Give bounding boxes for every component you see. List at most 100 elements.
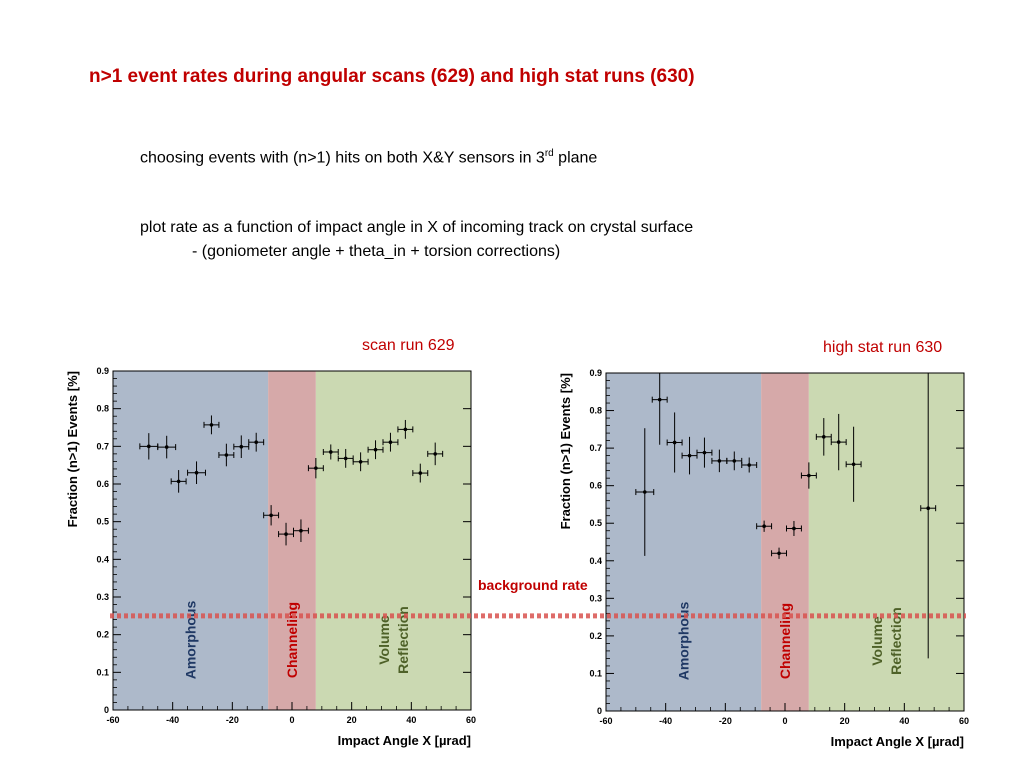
data-point: [139, 433, 159, 460]
data-marker: [328, 450, 333, 454]
data-point: [830, 413, 847, 471]
y-axis-label: Fraction (n>1) Events [%]: [558, 373, 573, 529]
data-marker: [762, 524, 766, 529]
y-tick-label: 0.5: [96, 517, 109, 527]
data-point: [322, 444, 339, 460]
data-marker: [777, 551, 781, 556]
x-tick-label: -20: [226, 715, 239, 725]
region-channeling: [761, 373, 809, 711]
data-point: [845, 426, 862, 502]
x-axis-label: Impact Angle X [µrad]: [338, 733, 471, 748]
data-point: [696, 437, 713, 468]
y-tick-label: 0.2: [96, 630, 109, 640]
y-tick-label: 0.1: [589, 668, 602, 678]
x-tick-label: -60: [106, 715, 119, 725]
data-point: [278, 522, 294, 546]
data-point: [382, 432, 399, 452]
data-point: [263, 505, 280, 526]
data-marker: [269, 513, 273, 518]
x-tick-label: 20: [347, 715, 357, 725]
region-label-amorphous: Amorphous: [676, 602, 692, 681]
bullet-selection: choosing events with (n>1) hits on both …: [140, 148, 597, 167]
y-tick-label: 0.4: [589, 556, 602, 566]
region-label-channeling: Channeling: [284, 602, 300, 678]
data-point: [352, 452, 369, 472]
chart-high-stat-run-630: Amorphous Channeling Volume Reflection 0 0.1 0…: [558, 368, 969, 749]
data-point: [397, 419, 414, 439]
x-tick-label: -60: [599, 716, 612, 726]
data-marker: [224, 453, 229, 457]
data-point: [771, 547, 787, 559]
region-label-volume-reflection: Volume: [376, 615, 392, 665]
data-point: [337, 448, 354, 468]
y-tick-label: 0.6: [589, 481, 602, 491]
data-marker: [403, 427, 408, 432]
data-point: [666, 412, 683, 473]
data-marker: [702, 450, 707, 455]
y-tick-label: 0.5: [589, 518, 602, 528]
data-marker: [418, 471, 423, 475]
data-marker: [358, 459, 363, 464]
data-marker: [299, 528, 303, 533]
x-tick-label: 40: [899, 716, 909, 726]
y-axis-label: Fraction (n>1) Events [%]: [65, 371, 80, 527]
region-label-volume-reflection: Volume: [869, 616, 885, 666]
bullet-selection-end: plane: [553, 149, 598, 167]
data-point: [157, 435, 177, 459]
x-tick-label: -40: [166, 715, 179, 725]
region-label-channeling: Channeling: [777, 603, 793, 679]
data-marker: [284, 532, 288, 536]
data-point: [187, 461, 206, 484]
data-marker: [807, 473, 811, 478]
data-marker: [732, 459, 737, 463]
data-point: [800, 462, 817, 489]
background-rate-label: background rate: [478, 577, 588, 593]
data-marker: [254, 440, 258, 444]
data-point: [920, 373, 937, 659]
y-tick-label: 0.8: [96, 404, 109, 414]
data-point: [233, 435, 250, 459]
chart-scan-run-629: Amorphous Channeling Volume Reflection 0 0.1 0…: [65, 366, 476, 748]
data-marker: [851, 462, 856, 467]
y-tick-label: 0.1: [96, 667, 109, 677]
data-marker: [717, 459, 722, 463]
chart-caption-629: scan run 629: [362, 337, 455, 354]
data-marker: [194, 470, 199, 475]
data-marker: [687, 453, 692, 458]
data-marker: [836, 440, 841, 444]
chart-caption-630: high stat run 630: [823, 339, 943, 356]
data-point: [170, 470, 187, 493]
data-point: [635, 428, 655, 556]
region-volume-reflection: [315, 371, 471, 710]
x-axis-label: Impact Angle X [µrad]: [831, 734, 964, 749]
x-tick-label: 20: [840, 716, 850, 726]
region-label-volume-reflection: Reflection: [395, 606, 411, 674]
region-amorphous: [113, 371, 269, 710]
y-tick-label: 0.6: [96, 479, 109, 489]
data-point: [412, 463, 429, 483]
data-marker: [314, 466, 318, 470]
data-marker: [433, 452, 438, 456]
y-tick-label: 0.3: [96, 592, 109, 602]
x-tick-label: 40: [406, 715, 416, 725]
y-tick-label: 0.8: [589, 406, 602, 416]
data-point: [427, 442, 444, 466]
data-point: [815, 418, 832, 456]
data-point: [756, 520, 773, 532]
page-title: n>1 event rates during angular scans (62…: [89, 66, 695, 87]
data-marker: [657, 397, 662, 402]
data-marker: [209, 423, 214, 427]
data-marker: [642, 490, 647, 494]
data-point: [292, 519, 309, 543]
x-tick-label: 0: [782, 716, 787, 726]
data-marker: [926, 506, 930, 511]
data-marker: [373, 447, 378, 452]
y-tick-label: 0: [597, 706, 602, 716]
region-label-amorphous: Amorphous: [183, 601, 199, 680]
x-tick-label: 60: [466, 715, 476, 725]
bullet-corrections: - (goniometer angle + theta_in + torsion…: [192, 243, 561, 260]
y-tick-label: 0.9: [96, 366, 109, 376]
data-point: [367, 440, 384, 460]
data-marker: [147, 444, 151, 449]
